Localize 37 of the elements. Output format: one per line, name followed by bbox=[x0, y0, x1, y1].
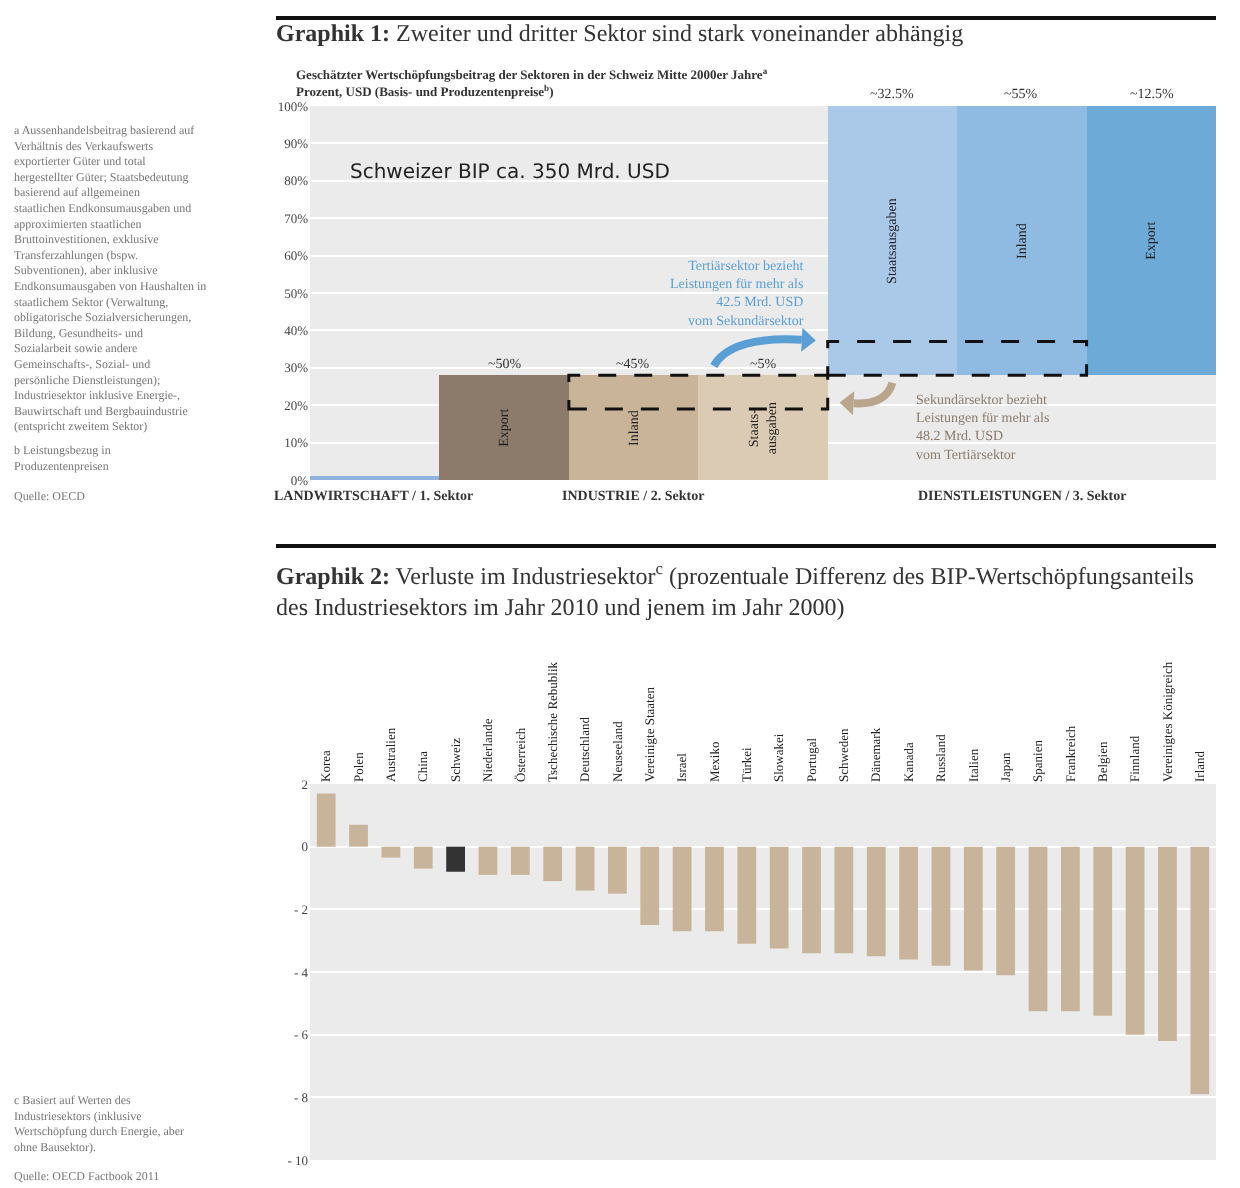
bar bbox=[996, 846, 1016, 976]
bar bbox=[931, 846, 951, 966]
bar bbox=[1158, 846, 1177, 1041]
bar bbox=[439, 375, 569, 480]
bar bbox=[1093, 846, 1113, 1016]
bar bbox=[349, 824, 368, 847]
bar bbox=[1190, 846, 1210, 1095]
bar bbox=[1028, 846, 1048, 1012]
bar bbox=[963, 846, 983, 971]
bar bbox=[413, 846, 433, 869]
bar bbox=[510, 846, 530, 875]
bar bbox=[1061, 846, 1080, 1012]
chart-title: Graphik 1: Zweiter und dritter Sektor sind stark voneinander abhängig bbox=[276, 18, 964, 47]
bar bbox=[827, 106, 958, 376]
bar bbox=[446, 846, 465, 872]
bar bbox=[1086, 106, 1216, 376]
bar bbox=[698, 375, 828, 480]
bar bbox=[1125, 846, 1145, 1035]
bar bbox=[543, 846, 563, 882]
bar bbox=[866, 846, 886, 957]
annotation: Schweizer BIP ca. 350 Mrd. USD bbox=[350, 162, 671, 184]
bar bbox=[640, 846, 660, 925]
bar bbox=[834, 846, 854, 954]
bar bbox=[608, 846, 627, 894]
bar bbox=[575, 846, 595, 891]
bar bbox=[478, 846, 498, 875]
bar bbox=[381, 846, 401, 858]
bar bbox=[568, 375, 699, 480]
bar bbox=[957, 106, 1087, 376]
bar bbox=[705, 846, 724, 932]
bar bbox=[899, 846, 918, 960]
bar bbox=[316, 793, 336, 847]
chart-title: Graphik 2: Verluste im Industriesektor$^{c}$ (prozentuale Differenz des BIP-Wertschöpfungsanteils des Industriesektors im Jahr 2010 und jenem im Jahr 2000) bbox=[276, 559, 1195, 622]
bar bbox=[802, 846, 821, 954]
bar bbox=[769, 846, 789, 949]
bar bbox=[737, 846, 757, 944]
bar bbox=[672, 846, 692, 932]
